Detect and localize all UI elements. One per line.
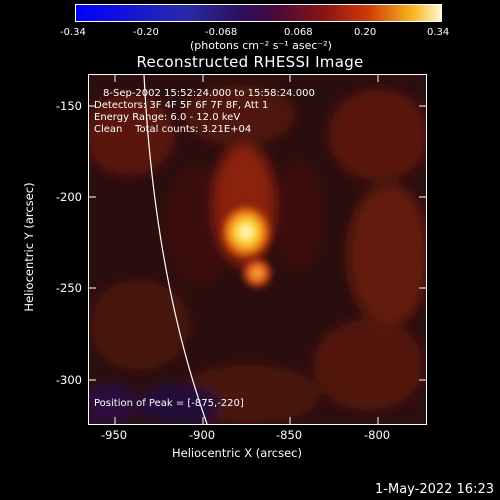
x-tick-label: -950 (101, 428, 128, 442)
time-range-text: 8-Sep-2002 15:52:24.000 to 15:58:24.000 (103, 88, 315, 99)
colorbar-tick: 0.068 (284, 27, 313, 38)
x-tick-label: -800 (364, 428, 391, 442)
colorbar-tick: 0.34 (427, 27, 450, 38)
colorbar-tick: -0.34 (60, 27, 86, 38)
peak-position-text: Position of Peak = [-875,-220] (94, 398, 244, 409)
clean-counts-text: Clean Total counts: 3.21E+04 (94, 124, 252, 135)
image-title: Reconstructed RHESSI Image (136, 53, 364, 71)
render-timestamp: 1-May-2022 16:23 (375, 482, 494, 497)
colorbar-unit-label: (photons cm⁻² s⁻¹ asec⁻²) (190, 39, 332, 52)
x-tick-label: -850 (276, 428, 303, 442)
y-tick-label: -200 (55, 190, 82, 204)
rhessi-image-canvas (89, 75, 426, 424)
solar-limb-line (143, 75, 208, 424)
energy-range-text: Energy Range: 6.0 - 12.0 keV (94, 112, 241, 123)
colorbar-tick: -0.068 (205, 27, 238, 38)
diffuse-emission (89, 75, 426, 424)
colorbar-tick: -0.20 (133, 27, 159, 38)
detectors-text: Detectors: 3F 4F 5F 6F 7F 8F, Att 1 (94, 100, 269, 111)
y-tick-label: -300 (55, 373, 82, 387)
rhessi-image-plot (88, 74, 427, 425)
colorbar (75, 4, 442, 22)
x-tick-label: -900 (189, 428, 216, 442)
colorbar-tick: 0.20 (354, 27, 377, 38)
y-tick-label: -150 (55, 99, 82, 113)
axis-tick-marks (89, 75, 426, 424)
x-axis-label: Heliocentric X (arcsec) (172, 446, 302, 460)
y-axis-label: Heliocentric Y (arcsec) (22, 182, 36, 312)
y-tick-label: -250 (55, 281, 82, 295)
flare-sources (218, 202, 275, 291)
